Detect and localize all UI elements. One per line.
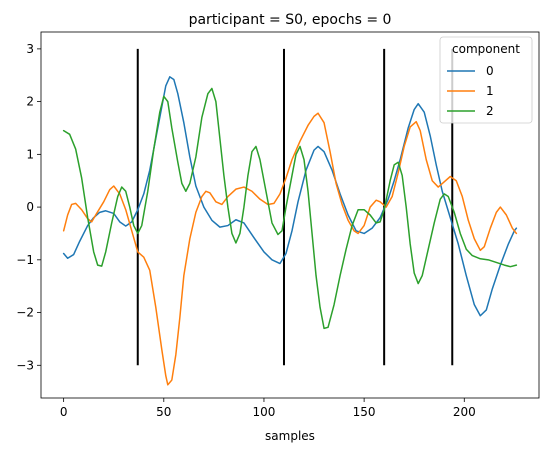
x-tick-label: 50 (156, 405, 171, 419)
series-lines (62, 76, 518, 386)
chart-title: participant = S0, epochs = 0 (189, 12, 392, 28)
y-tick-label: 3 (26, 42, 34, 56)
legend-title: component (452, 42, 520, 56)
x-tick-label: 200 (453, 405, 476, 419)
y-tick-label: 2 (26, 95, 34, 109)
legend-box (439, 36, 533, 124)
y-tick-label: −3 (16, 358, 34, 372)
series-line-2 (62, 87, 518, 330)
legend: component 0 1 2 (439, 36, 533, 124)
y-tick-label: −2 (16, 306, 34, 320)
x-axis-ticks: 0 50 100 150 200 (60, 398, 476, 419)
legend-label-1: 1 (486, 84, 494, 98)
legend-entries: 0 1 2 (447, 64, 494, 118)
x-tick-label: 100 (253, 405, 276, 419)
y-axis-ticks: −3 −2 −1 0 1 2 3 (16, 42, 41, 372)
legend-label-0: 0 (486, 64, 494, 78)
y-tick-label: −1 (16, 253, 34, 267)
series-line-0 (62, 76, 518, 317)
y-tick-label: 0 (26, 200, 34, 214)
x-axis-label: samples (265, 429, 315, 443)
axes (40, 31, 540, 399)
y-tick-label: 1 (26, 147, 34, 161)
legend-label-2: 2 (486, 104, 494, 118)
x-tick-label: 0 (60, 405, 68, 419)
x-tick-label: 150 (353, 405, 376, 419)
series-line-1 (62, 112, 518, 386)
plot-frame (40, 31, 540, 399)
